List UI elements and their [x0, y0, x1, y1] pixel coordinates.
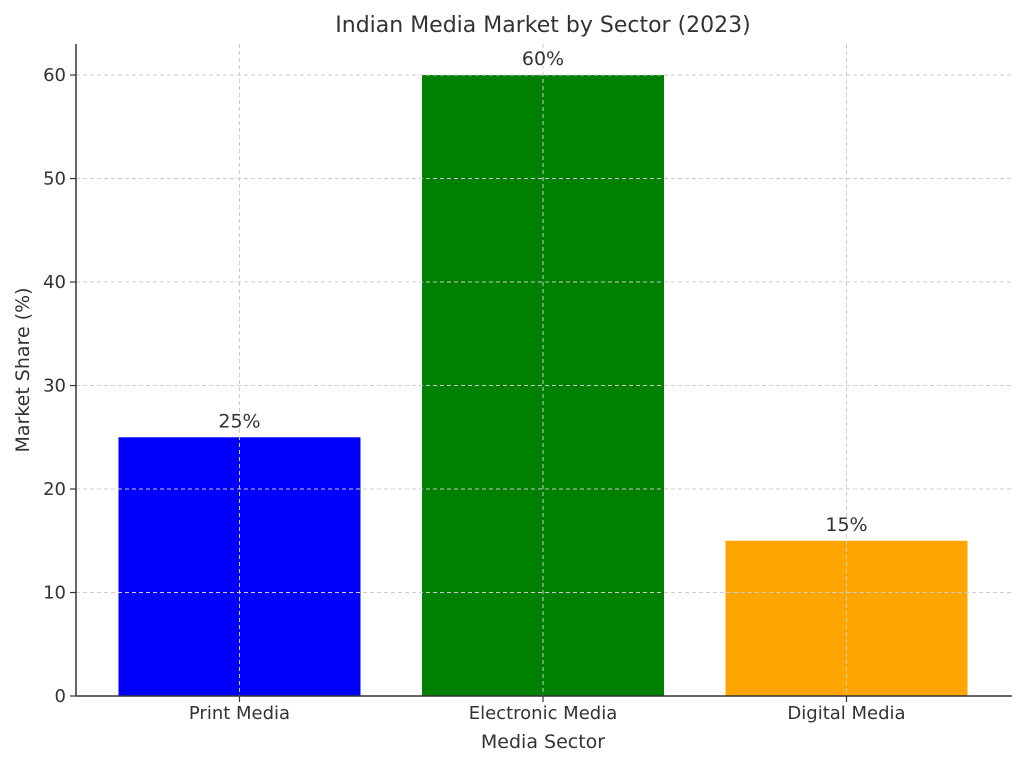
x-tick-label: Electronic Media [469, 703, 618, 724]
y-tick-label: 60 [43, 65, 66, 86]
axes: 0 10 20 30 40 50 60 Print Media Electronic Media… [43, 44, 1012, 724]
labels: Indian Media Market by Sector (2023) Med… [12, 13, 868, 753]
x-tick-label: Digital Media [787, 703, 905, 724]
bar-electronic-media [422, 75, 664, 697]
y-tick-label: 30 [43, 376, 66, 397]
data-label: 15% [825, 514, 867, 536]
chart-title: Indian Media Market by Sector (2023) [335, 13, 750, 38]
x-tick-label: Print Media [189, 703, 290, 724]
y-tick-label: 40 [43, 272, 66, 293]
y-tick-label: 50 [43, 169, 66, 190]
grid [76, 44, 1012, 696]
x-axis-label: Media Sector [481, 731, 605, 753]
data-label: 25% [218, 410, 260, 432]
y-axis-label: Market Share (%) [12, 287, 34, 452]
data-label: 60% [522, 48, 564, 70]
y-tick-label: 0 [55, 686, 66, 707]
bar-print-media [118, 437, 361, 696]
y-tick-label: 10 [43, 583, 66, 604]
y-tick-label: 20 [43, 479, 66, 500]
